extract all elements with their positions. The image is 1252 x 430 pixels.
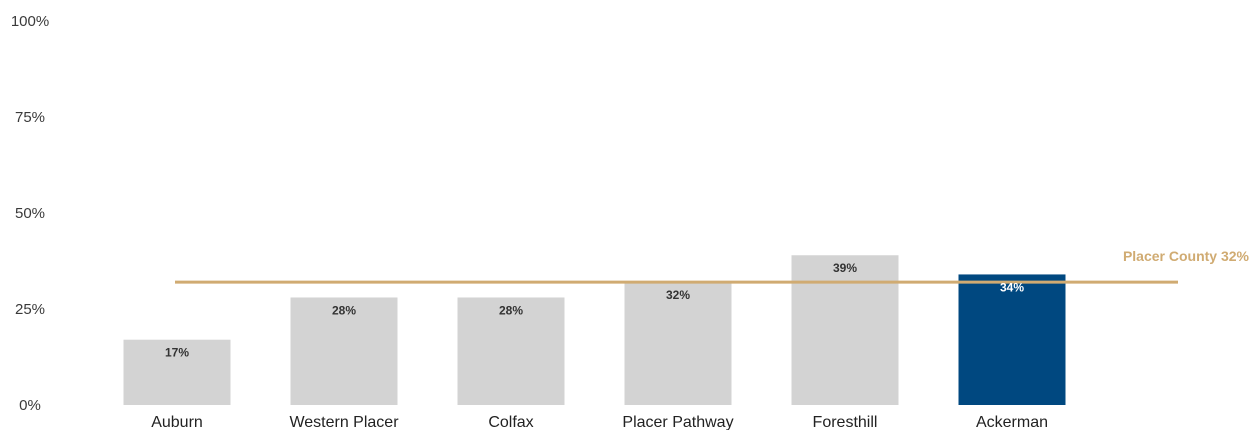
y-tick-label: 100% bbox=[11, 13, 49, 30]
x-tick-label: Ackerman bbox=[976, 414, 1048, 430]
bars bbox=[123, 255, 1066, 405]
bar bbox=[958, 274, 1066, 405]
x-tick-label: Placer Pathway bbox=[622, 414, 733, 430]
data-labels: 17% 28% 28% 32% 39% 34% bbox=[165, 261, 1024, 359]
reference-line-group: Placer County 32% bbox=[175, 248, 1250, 284]
x-axis: Auburn Western Placer Colfax Placer Pathway… bbox=[151, 414, 1048, 430]
bar bbox=[457, 297, 565, 405]
data-label: 34% bbox=[1000, 280, 1024, 294]
y-axis: 0% 25% 50% 75% 100% bbox=[11, 13, 49, 414]
bar bbox=[290, 297, 398, 405]
x-tick-label: Foresthill bbox=[813, 414, 878, 430]
x-tick-label: Colfax bbox=[488, 414, 533, 430]
data-label: 17% bbox=[165, 346, 189, 360]
data-label: 28% bbox=[332, 303, 356, 317]
bar bbox=[123, 339, 231, 405]
data-label: 32% bbox=[666, 288, 690, 302]
bar bbox=[624, 282, 732, 405]
data-label: 28% bbox=[499, 303, 523, 317]
y-tick-label: 75% bbox=[15, 109, 45, 126]
y-tick-label: 0% bbox=[19, 397, 41, 414]
x-tick-label: Western Placer bbox=[289, 414, 399, 430]
y-tick-label: 25% bbox=[15, 301, 45, 318]
data-label: 39% bbox=[833, 261, 857, 275]
y-tick-label: 50% bbox=[15, 205, 45, 222]
x-tick-label: Auburn bbox=[151, 414, 203, 430]
reference-line-label: Placer County 32% bbox=[1123, 248, 1250, 264]
bar bbox=[791, 255, 899, 405]
